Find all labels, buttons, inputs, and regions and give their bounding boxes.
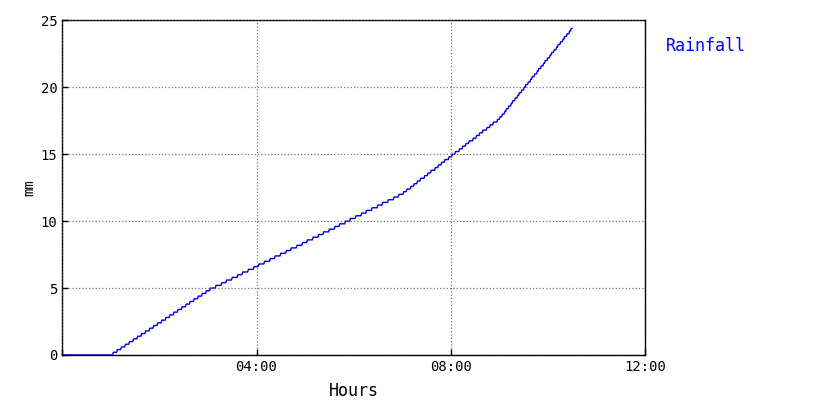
Y-axis label: mm: mm <box>22 179 37 196</box>
Text: Rainfall: Rainfall <box>666 37 745 55</box>
X-axis label: Hours: Hours <box>329 382 379 400</box>
